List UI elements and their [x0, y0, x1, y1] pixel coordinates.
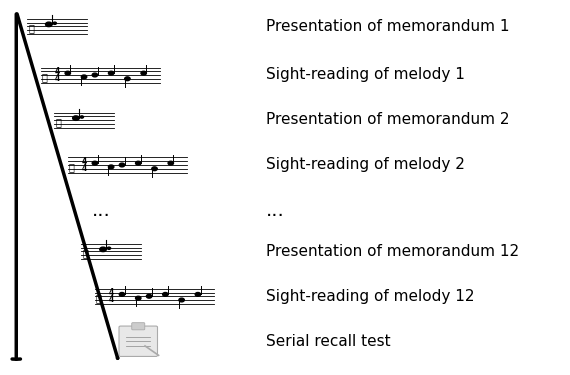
Text: 4: 4 [54, 67, 59, 76]
Circle shape [65, 71, 71, 75]
FancyBboxPatch shape [132, 322, 145, 330]
Text: 4: 4 [108, 288, 113, 297]
Circle shape [168, 161, 173, 165]
Circle shape [108, 165, 114, 169]
Circle shape [100, 247, 106, 252]
Circle shape [119, 292, 125, 296]
Text: 𝄞: 𝄞 [28, 23, 34, 33]
Text: Presentation of memorandum 2: Presentation of memorandum 2 [266, 112, 509, 128]
Circle shape [179, 298, 184, 302]
FancyBboxPatch shape [119, 326, 157, 356]
Text: 𝄞: 𝄞 [96, 293, 102, 303]
Text: 4: 4 [108, 296, 113, 304]
Circle shape [80, 116, 83, 118]
Text: Sight-reading of melody 12: Sight-reading of melody 12 [266, 289, 474, 304]
Text: Presentation of memorandum 12: Presentation of memorandum 12 [266, 244, 519, 259]
Circle shape [108, 71, 114, 75]
Circle shape [107, 247, 111, 249]
Circle shape [119, 163, 125, 167]
Text: Sight-reading of melody 1: Sight-reading of melody 1 [266, 68, 465, 82]
Text: 4: 4 [82, 157, 87, 166]
Circle shape [46, 22, 52, 27]
Circle shape [125, 77, 130, 81]
Circle shape [72, 116, 79, 120]
Circle shape [82, 75, 87, 79]
Circle shape [92, 161, 97, 165]
Text: 4: 4 [54, 74, 59, 83]
Text: Serial recall test: Serial recall test [266, 334, 390, 349]
Text: Presentation of memorandum 1: Presentation of memorandum 1 [266, 19, 509, 34]
Circle shape [195, 292, 201, 296]
Text: 𝄞: 𝄞 [55, 117, 61, 127]
Circle shape [146, 294, 152, 298]
Text: 4: 4 [82, 164, 87, 173]
Text: ...: ... [92, 201, 111, 219]
Circle shape [136, 296, 141, 300]
Circle shape [53, 22, 56, 24]
Text: Sight-reading of melody 2: Sight-reading of melody 2 [266, 158, 465, 172]
Text: 𝄞: 𝄞 [69, 162, 75, 172]
Text: 𝄞: 𝄞 [42, 72, 48, 82]
Text: 𝄞: 𝄞 [83, 248, 88, 258]
Circle shape [162, 292, 168, 296]
Text: ...: ... [266, 201, 284, 219]
Circle shape [136, 161, 141, 165]
Circle shape [141, 71, 146, 75]
Circle shape [152, 167, 157, 171]
Circle shape [92, 73, 97, 77]
